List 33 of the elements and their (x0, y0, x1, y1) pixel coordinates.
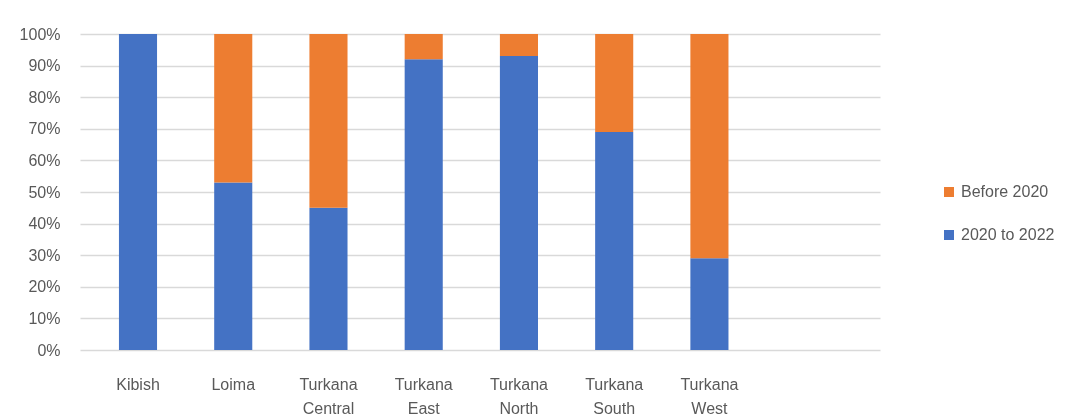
bar (499, 34, 538, 57)
y-tick-label: 100% (19, 25, 61, 43)
x-tick-label: Turkana Central (299, 375, 358, 417)
y-tick-label: 0% (37, 341, 61, 359)
y-tick-label: 90% (28, 57, 61, 75)
bar (499, 56, 538, 350)
x-tick-label: Loima (211, 375, 256, 393)
x-tick-label: Turkana West (680, 375, 739, 417)
y-tick-label: 10% (28, 309, 61, 327)
y-tick-label: 70% (28, 120, 61, 138)
y-tick-label: 30% (28, 246, 61, 264)
bar (690, 258, 729, 350)
bar (595, 131, 634, 350)
bar (214, 182, 253, 350)
x-tick-label: Kibish (116, 375, 160, 393)
x-tick-label: Turkana East (394, 375, 453, 417)
y-tick-label: 50% (28, 183, 61, 201)
bar (690, 34, 729, 259)
y-tick-label: 60% (28, 151, 61, 169)
bar (595, 34, 634, 132)
y-tick-label: 80% (28, 88, 61, 106)
y-tick-label: 40% (28, 215, 61, 233)
bar (309, 207, 348, 350)
legend-label: Before 2020 (961, 183, 1049, 200)
x-tick-label: Turkana North (489, 375, 549, 417)
bar (214, 34, 253, 183)
x-tick-label: Turkana South (585, 375, 644, 417)
y-tick-label: 20% (28, 278, 61, 296)
legend-label: 2020 to 2022 (961, 226, 1055, 243)
bar (118, 34, 158, 350)
bar (404, 59, 443, 350)
bar (309, 34, 348, 208)
bar (404, 34, 443, 60)
